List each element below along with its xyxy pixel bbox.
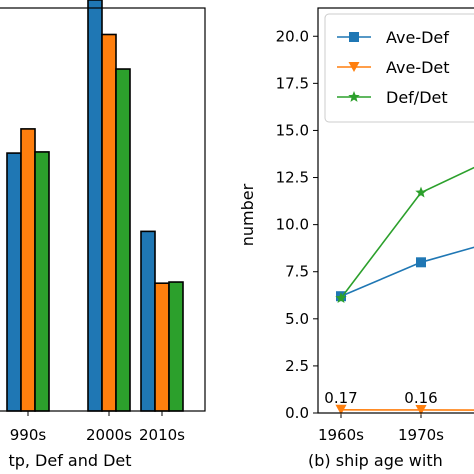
bar-2000s-0 [87,0,103,412]
bar-2000s-2 [115,68,131,412]
x-axis-title-left: tp, Def and Det [8,451,131,470]
legend-box [324,13,474,123]
point-Ave-Det-1 [415,404,427,415]
point-Def/Det-1 [415,186,427,198]
y-tick-label-2: 5.0 [285,310,309,328]
x-axis-title-right: (b) ship age with [308,451,443,470]
y-tick-label-0: 0.0 [285,404,309,422]
point-Def/Det-0 [335,292,347,303]
bar-2010s-0 [140,230,156,412]
legend-marker-Def/Det [348,91,360,102]
point-Ave-Def-1 [416,257,426,268]
y-axis-title-right: number [238,183,257,246]
legend-label-Ave-Def: Ave-Def [386,28,449,47]
x-tick-label-1960s: 1960s [318,426,364,444]
y-tick-label-3: 7.5 [285,263,309,281]
plot-frame-left [0,7,206,412]
bar-2000s-1 [101,33,117,412]
x-tick-label-2000s: 2000s [86,426,132,444]
y-tick-label-1: 2.5 [285,357,309,375]
y-tick-label-6: 15.0 [276,121,309,139]
bar-990s-2 [34,151,50,412]
y-tick-label-8: 20.0 [276,27,309,45]
point-Ave-Det-0 [335,404,347,415]
left-bar-chart: 990s 2000s 2010s tp, Def and Det [0,0,206,470]
series-line-Ave-Def [340,246,474,297]
data-label-1: 0.16 [404,389,437,407]
legend: Ave-Def Ave-Det Def/Det [324,13,474,123]
legend-marker-Ave-Det [348,62,360,72]
bar-2010s-2 [168,281,184,412]
bar-990s-1 [20,128,36,412]
legend-marker-Ave-Def [349,32,359,42]
plot-frame-right [317,7,474,414]
y-tick-label-5: 12.5 [276,169,309,187]
x-tick-label-990s: 990s [10,426,47,444]
legend-label-Ave-Det: Ave-Det [386,58,450,77]
series-line-Def/Det [340,166,474,299]
legend-label-Def/Det: Def/Det [386,88,448,107]
data-label-0: 0.17 [324,389,357,407]
x-tick-label-1970s: 1970s [398,426,444,444]
right-line-chart: 0.0 2.5 5.0 7.5 10.0 12.5 15.0 17.5 20.0 1960s 197… [238,7,474,470]
bar-2010s-1 [154,282,170,412]
x-tick-label-2010s: 2010s [139,426,185,444]
y-tick-label-7: 17.5 [276,74,309,92]
bar-990s-0 [6,152,22,412]
y-tick-label-4: 10.0 [276,216,309,234]
